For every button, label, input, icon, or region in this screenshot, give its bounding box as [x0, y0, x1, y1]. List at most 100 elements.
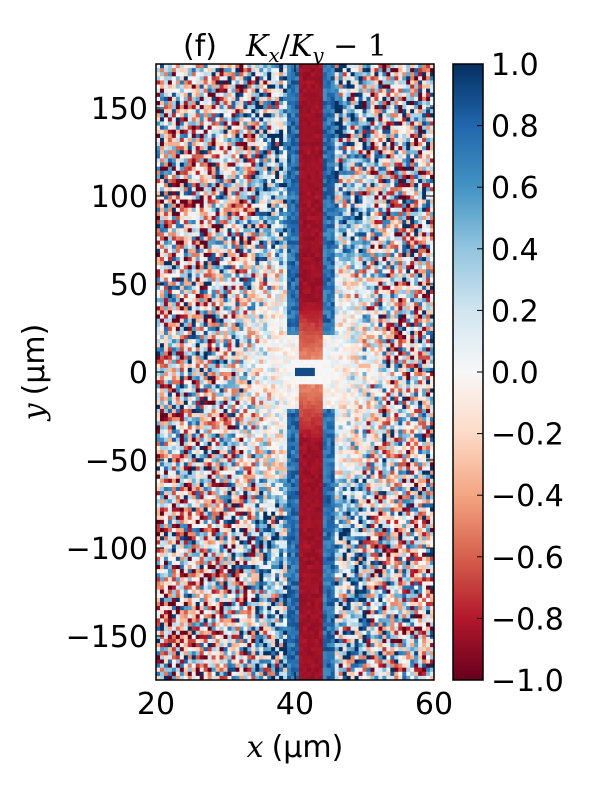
heatmap-cell: [414, 191, 419, 197]
heatmap-cell: [259, 347, 264, 353]
heatmap-cell: [430, 236, 434, 242]
heatmap-cell: [430, 195, 434, 201]
heatmap-cell: [207, 150, 213, 155]
heatmap-cell: [255, 96, 260, 102]
heatmap-cell: [322, 232, 328, 238]
heatmap-cell: [346, 96, 352, 102]
heatmap-cell: [298, 146, 304, 151]
heatmap-cell: [330, 339, 336, 344]
heatmap-cell: [334, 343, 340, 348]
heatmap-cell: [406, 335, 411, 340]
heatmap-cell: [187, 289, 193, 295]
heatmap-cell: [382, 129, 387, 135]
heatmap-cell: [231, 347, 237, 353]
heatmap-cell: [191, 162, 197, 168]
heatmap-cell: [291, 113, 296, 118]
heatmap-cell: [330, 154, 336, 160]
heatmap-cell: [398, 269, 403, 275]
heatmap-cell: [211, 207, 217, 213]
heatmap-cell: [156, 335, 161, 340]
heatmap-cell: [203, 76, 209, 82]
heatmap-cell: [418, 76, 423, 82]
heatmap-cell: [422, 314, 427, 320]
heatmap-cell: [271, 269, 276, 275]
heatmap-cell: [263, 170, 268, 176]
heatmap-cell: [338, 293, 344, 299]
heatmap-cell: [394, 76, 399, 82]
heatmap-cell: [275, 158, 280, 164]
heatmap-cell: [219, 137, 225, 143]
heatmap-cell: [394, 207, 399, 213]
heatmap-cell: [283, 174, 288, 180]
heatmap-cell: [219, 133, 225, 139]
heatmap-cell: [183, 178, 189, 184]
heatmap-cell: [263, 150, 268, 155]
heatmap-cell: [298, 215, 304, 221]
heatmap-cell: [398, 215, 403, 221]
heatmap-cell: [223, 162, 229, 168]
heatmap-cell: [318, 335, 324, 340]
heatmap-cell: [342, 137, 348, 143]
heatmap-cell: [334, 137, 340, 143]
heatmap-cell: [243, 158, 248, 164]
heatmap-cell: [418, 187, 423, 192]
heatmap-cell: [298, 105, 304, 110]
heatmap-cell: [338, 195, 344, 201]
heatmap-cell: [171, 76, 177, 82]
heatmap-cell: [227, 289, 233, 295]
heatmap-cell: [203, 310, 209, 316]
heatmap-cell: [354, 162, 360, 168]
heatmap-cell: [167, 347, 173, 353]
heatmap-cell: [394, 224, 399, 229]
heatmap-cell: [330, 150, 336, 155]
heatmap-cell: [334, 92, 340, 98]
heatmap-cell: [398, 330, 403, 336]
heatmap-cell: [183, 100, 189, 106]
heatmap-cell: [366, 105, 372, 110]
heatmap-cell: [358, 100, 364, 106]
heatmap-cell: [279, 121, 284, 127]
heatmap-cell: [374, 289, 379, 295]
heatmap-cell: [159, 318, 165, 324]
heatmap-cell: [422, 285, 427, 291]
heatmap-cell: [167, 273, 173, 279]
heatmap-cell: [167, 113, 173, 118]
heatmap-cell: [171, 125, 177, 131]
heatmap-cell: [295, 68, 300, 73]
heatmap-cell: [346, 174, 352, 180]
heatmap-cell: [406, 129, 411, 135]
heatmap-cell: [267, 240, 272, 246]
heatmap-cell: [366, 129, 372, 135]
heatmap-cell: [156, 84, 161, 90]
heatmap-cell: [306, 150, 312, 155]
heatmap-cell: [207, 76, 213, 82]
heatmap-cell: [338, 146, 344, 151]
heatmap-cell: [358, 68, 364, 73]
heatmap-cell: [414, 314, 419, 320]
heatmap-cell: [298, 261, 304, 266]
heatmap-cell: [171, 72, 177, 77]
heatmap-cell: [350, 150, 356, 155]
heatmap-cell: [414, 252, 419, 258]
heatmap-cell: [223, 232, 229, 238]
heatmap-cell: [342, 125, 348, 131]
heatmap-cell: [227, 298, 233, 303]
heatmap-cell: [203, 203, 209, 209]
heatmap-cell: [414, 220, 419, 225]
heatmap-cell: [255, 158, 260, 164]
heatmap-cell: [211, 96, 217, 102]
heatmap-cell: [326, 162, 332, 168]
heatmap-cell: [263, 88, 268, 94]
heatmap-cell: [342, 146, 348, 151]
heatmap-cell: [370, 339, 376, 344]
heatmap-cell: [422, 191, 427, 197]
heatmap-cell: [306, 224, 312, 229]
heatmap-cell: [231, 121, 237, 127]
heatmap-cell: [219, 146, 225, 151]
heatmap-cell: [163, 244, 169, 250]
heatmap-cell: [398, 150, 403, 155]
heatmap-cell: [366, 220, 372, 225]
heatmap-cell: [207, 318, 213, 324]
heatmap-cell: [354, 289, 360, 295]
heatmap-cell: [263, 252, 268, 258]
